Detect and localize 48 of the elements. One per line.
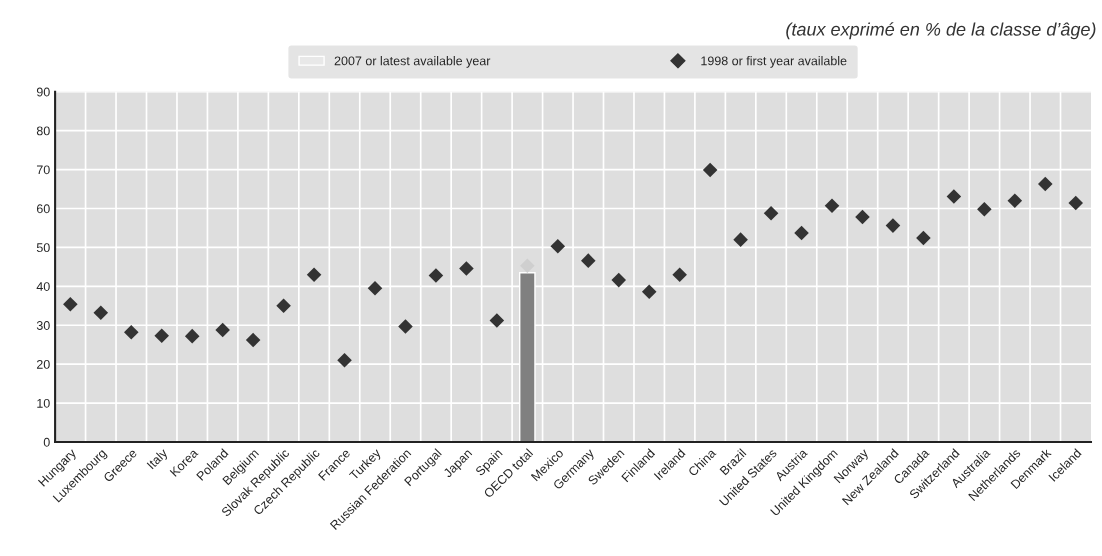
point	[611, 272, 627, 288]
point	[885, 218, 901, 233]
legend-label: 2007 or latest available year	[334, 56, 491, 68]
point	[824, 198, 840, 214]
point	[855, 209, 870, 225]
y-tick-label: 20	[36, 359, 50, 369]
point	[154, 328, 170, 344]
y-tick-label: 40	[36, 282, 50, 291]
y-tick-label: 60	[36, 204, 50, 214]
point	[672, 267, 687, 282]
point	[306, 267, 322, 282]
point	[337, 353, 352, 368]
y-tick-label: 10	[37, 398, 50, 408]
y-tick-label: 50	[36, 243, 50, 253]
point	[93, 305, 109, 321]
point	[946, 189, 962, 204]
point	[276, 298, 291, 314]
point	[245, 332, 261, 348]
x-tick-label: Italy	[146, 447, 170, 472]
point	[184, 328, 200, 344]
point	[428, 268, 444, 283]
point	[1038, 176, 1053, 192]
y-tick-label: 80	[36, 126, 50, 136]
point	[733, 232, 748, 247]
text: (taux exprimé en % de la classe d’âge)	[786, 22, 1096, 40]
point	[580, 253, 596, 268]
point	[763, 205, 779, 221]
point	[489, 313, 505, 328]
point	[1068, 195, 1084, 211]
point	[1007, 193, 1023, 208]
y-tick-label: 0	[43, 437, 50, 447]
point	[520, 258, 535, 273]
legend-label: 1998 or first year available	[701, 56, 847, 68]
point	[63, 296, 78, 312]
point	[702, 162, 718, 178]
y-tick-label: 70	[36, 165, 50, 175]
point	[459, 261, 474, 276]
point	[550, 238, 566, 254]
point	[367, 281, 383, 296]
y-tick-label: 30	[36, 321, 50, 330]
point	[398, 319, 413, 334]
point	[916, 230, 931, 246]
y-tick-label: 90	[36, 87, 50, 97]
point	[641, 284, 657, 300]
point	[215, 322, 230, 338]
point	[123, 324, 139, 340]
point	[794, 225, 809, 241]
point	[977, 201, 992, 217]
